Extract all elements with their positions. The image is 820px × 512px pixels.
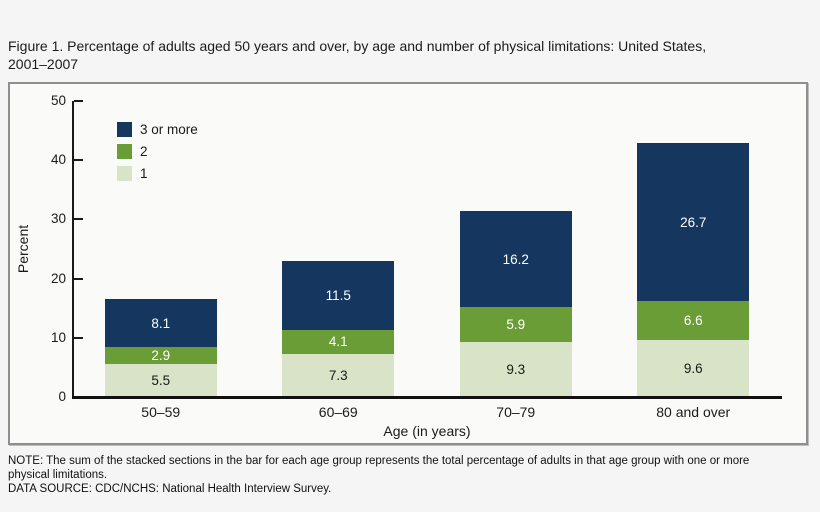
bar-3: 9.3 5.9 16.2 bbox=[459, 101, 572, 397]
bar-segment: 5.9 bbox=[459, 307, 572, 342]
figure-title-line1: Figure 1. Percentage of adults aged 50 y… bbox=[8, 38, 707, 54]
bar-segment: 9.3 bbox=[459, 341, 572, 397]
y-tick bbox=[74, 336, 83, 339]
segment-value-label: 6.6 bbox=[683, 313, 703, 329]
bar-segment: 5.5 bbox=[104, 364, 217, 397]
category-labels: 50–59 60–69 70–79 80 and over bbox=[72, 404, 782, 420]
plot-area: 5.5 2.9 8.1 7.3 4.1 11.5 9.3 5.9 16.2 9.6 6.6 26.7 bbox=[72, 101, 782, 397]
y-tick-label: 30 bbox=[50, 211, 66, 227]
legend-item: 1 bbox=[117, 162, 198, 184]
bar-segment: 11.5 bbox=[282, 261, 395, 330]
legend-swatch-icon bbox=[117, 165, 132, 181]
y-tick-label: 20 bbox=[50, 270, 66, 286]
chart-panel: Percent 0 10 20 30 40 50 5.5 2.9 8.1 7.3 4.1 11.5 9… bbox=[8, 82, 808, 445]
category-label: 70–79 bbox=[496, 404, 536, 420]
y-tick bbox=[74, 159, 83, 162]
segment-value-label: 26.7 bbox=[680, 214, 707, 230]
bar-segment: 6.6 bbox=[637, 301, 750, 341]
legend-label: 3 or more bbox=[140, 121, 198, 137]
bar-segment: 8.1 bbox=[104, 299, 217, 348]
x-axis-title: Age (in years) bbox=[383, 423, 471, 439]
legend-swatch-icon bbox=[117, 143, 132, 159]
y-tick-label: 40 bbox=[50, 152, 66, 168]
y-tick-label: 50 bbox=[50, 93, 66, 108]
bar-1: 5.5 2.9 8.1 bbox=[104, 101, 217, 397]
figure-title: Figure 1. Percentage of adults aged 50 y… bbox=[8, 37, 798, 73]
segment-value-label: 5.5 bbox=[151, 373, 171, 389]
bar-segment: 2.9 bbox=[104, 347, 217, 365]
y-tick-label: 0 bbox=[58, 389, 66, 404]
segment-value-label: 16.2 bbox=[502, 251, 529, 267]
y-axis-line bbox=[72, 101, 74, 399]
legend-label: 2 bbox=[140, 143, 148, 159]
bar-segment: 26.7 bbox=[637, 143, 750, 302]
x-axis-line bbox=[72, 396, 782, 399]
legend-item: 3 or more bbox=[117, 118, 198, 140]
segment-value-label: 9.3 bbox=[506, 361, 526, 377]
legend-item: 2 bbox=[117, 140, 198, 162]
bar-4: 9.6 6.6 26.7 bbox=[637, 101, 750, 397]
figure-title-line2: 2001–2007 bbox=[8, 56, 79, 72]
segment-value-label: 8.1 bbox=[151, 315, 171, 331]
legend-label: 1 bbox=[140, 165, 148, 181]
segment-value-label: 9.6 bbox=[683, 361, 703, 377]
y-tick bbox=[74, 100, 83, 102]
y-tick bbox=[74, 218, 83, 221]
y-tick bbox=[74, 277, 83, 280]
segment-value-label: 4.1 bbox=[328, 334, 348, 350]
bar-segment: 9.6 bbox=[637, 340, 750, 397]
bar-segment: 7.3 bbox=[282, 353, 395, 397]
legend-swatch-icon bbox=[117, 121, 132, 137]
bar-segment: 16.2 bbox=[459, 211, 572, 308]
y-tick-label: 10 bbox=[50, 329, 66, 345]
segment-value-label: 2.9 bbox=[151, 348, 171, 364]
category-label: 50–59 bbox=[141, 404, 181, 420]
segment-value-label: 11.5 bbox=[325, 287, 351, 303]
legend: 3 or more 2 1 bbox=[117, 118, 198, 184]
category-label: 80 and over bbox=[656, 404, 731, 420]
source-text: DATA SOURCE: CDC/NCHS: National Health I… bbox=[8, 483, 332, 495]
segment-value-label: 7.3 bbox=[328, 367, 348, 383]
note-text: NOTE: The sum of the stacked sections in… bbox=[8, 455, 750, 481]
category-label: 60–69 bbox=[318, 404, 358, 420]
segment-value-label: 5.9 bbox=[506, 316, 526, 332]
y-axis-title: Percent bbox=[15, 224, 31, 274]
bar-segment: 4.1 bbox=[282, 329, 395, 354]
bar-2: 7.3 4.1 11.5 bbox=[282, 101, 395, 397]
